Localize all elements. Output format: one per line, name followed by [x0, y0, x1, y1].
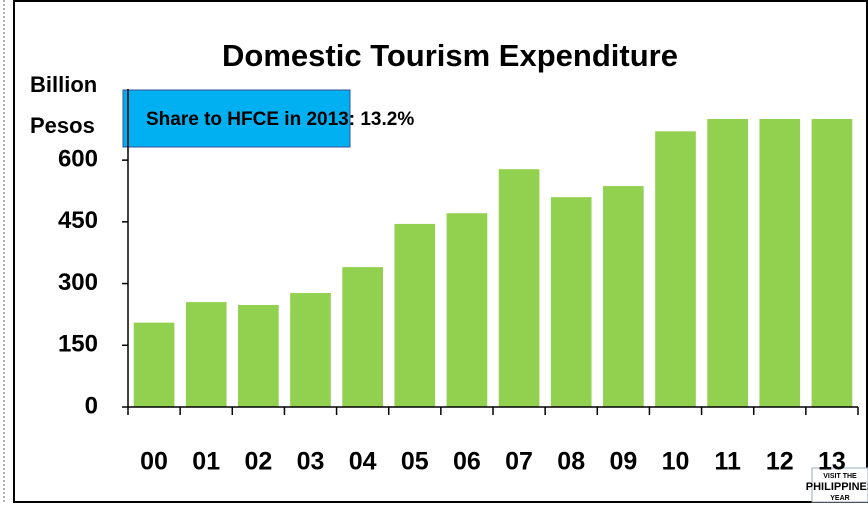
bar [446, 213, 488, 407]
x-tick-label: 11 [714, 448, 741, 476]
y-axis-label: Pesos [30, 113, 95, 138]
x-tick-label: 08 [557, 448, 585, 476]
frame [13, 0, 868, 503]
x-tick-label: 09 [609, 448, 637, 476]
x-tick-label: 05 [401, 448, 429, 476]
x-tick-label: 06 [453, 448, 481, 476]
logo-text: YEAR [830, 495, 849, 502]
x-tick-label: 01 [192, 448, 220, 476]
x-tick-label: 00 [140, 448, 168, 476]
bar [759, 119, 801, 407]
x-tick-label: 13 [818, 448, 846, 476]
y-tick-label: 450 [58, 207, 98, 234]
logo-text: PHILIPPINES [806, 481, 868, 493]
bar [342, 267, 383, 407]
bar [185, 302, 227, 407]
x-tick-label: 12 [766, 448, 794, 476]
bar [290, 293, 331, 407]
x-tick-label: 07 [505, 448, 533, 476]
bar [238, 304, 279, 407]
chart-title: Domestic Tourism Expenditure [222, 38, 678, 73]
y-tick-label: 600 [58, 145, 98, 172]
annotation-box [122, 89, 351, 148]
x-tick-label: 03 [297, 448, 325, 476]
bar [498, 169, 540, 407]
y-axis-label: Billion [30, 72, 97, 97]
logo: VISIT THE PHILIPPINES YEAR [806, 467, 868, 503]
x-tick-label: 10 [662, 448, 690, 476]
logo-box [811, 467, 868, 503]
bar [133, 322, 175, 407]
y-tick-label: 300 [58, 269, 98, 296]
x-tick-label: 04 [349, 448, 377, 476]
x-tick-label: 02 [244, 448, 272, 476]
bar [707, 119, 748, 407]
bar [655, 131, 696, 408]
bar [394, 223, 436, 407]
logo-text: VISIT THE [823, 473, 857, 480]
y-tick-label: 150 [58, 331, 98, 358]
annotation: Share to HFCE in 2013: 13.2% [146, 109, 414, 130]
bar [811, 119, 853, 407]
bar [603, 186, 644, 407]
y-tick-label: 0 [85, 392, 98, 419]
bar [550, 197, 592, 407]
